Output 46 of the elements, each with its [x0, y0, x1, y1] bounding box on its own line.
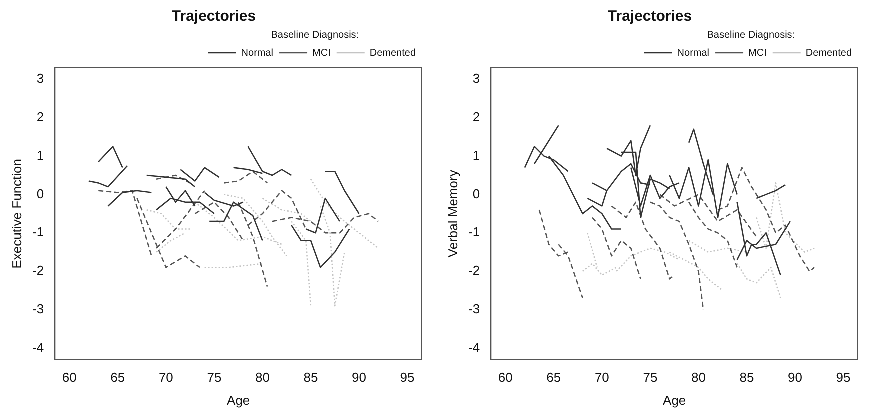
y-tick-label: -1	[468, 224, 480, 240]
legend-label: MCI	[312, 48, 331, 59]
x-tick-label: 90	[352, 370, 366, 386]
x-tick-label: 85	[304, 370, 318, 386]
y-tick-label: -4	[32, 340, 44, 355]
y-tick-label: 2	[472, 109, 480, 124]
y-tick-label: -3	[468, 301, 480, 316]
y-tick-label: 1	[36, 148, 44, 163]
x-tick-label: 85	[740, 370, 754, 386]
x-tick-label: 75	[643, 370, 658, 386]
x-tick-label: 70	[594, 370, 610, 386]
y-tick-label: -4	[468, 340, 480, 355]
y-tick-label: 0	[472, 186, 480, 202]
x-tick-label: 90	[788, 370, 802, 386]
y-tick-label: 0	[36, 186, 44, 202]
legend-label: Demented	[370, 48, 416, 59]
y-tick-label: -1	[32, 224, 44, 240]
legend-label: Demented	[806, 48, 852, 59]
legend-title: Baseline Diagnosis:	[707, 30, 796, 41]
x-axis-title: Age	[663, 392, 686, 408]
y-tick-label: -2	[468, 263, 480, 278]
y-tick-label: 3	[36, 71, 44, 86]
y-axis-title: Executive Function	[9, 158, 24, 269]
x-tick-label: 95	[400, 370, 415, 386]
y-tick-label: -2	[32, 263, 44, 278]
x-tick-label: 80	[691, 370, 706, 386]
x-tick-label: 95	[836, 370, 851, 386]
y-tick-label: 3	[472, 71, 480, 86]
legend-label: MCI	[748, 48, 767, 59]
x-tick-label: 75	[207, 370, 222, 386]
x-tick-label: 80	[255, 370, 270, 386]
y-tick-label: 1	[472, 148, 480, 163]
legend-label: Normal	[677, 48, 710, 59]
x-tick-label: 60	[498, 370, 513, 386]
y-tick-label: 2	[36, 109, 44, 124]
x-tick-label: 60	[62, 370, 77, 386]
chart-title: Trajectories	[172, 8, 256, 26]
y-tick-label: -3	[32, 301, 44, 316]
legend-title: Baseline Diagnosis:	[271, 30, 360, 41]
x-tick-label: 70	[158, 370, 174, 386]
legend-label: Normal	[241, 48, 274, 59]
y-axis-title: Verbal Memory	[445, 170, 460, 258]
x-tick-label: 65	[546, 370, 562, 386]
chart-title: Trajectories	[608, 8, 692, 26]
x-axis-title: Age	[227, 392, 250, 408]
x-tick-label: 65	[110, 370, 126, 386]
